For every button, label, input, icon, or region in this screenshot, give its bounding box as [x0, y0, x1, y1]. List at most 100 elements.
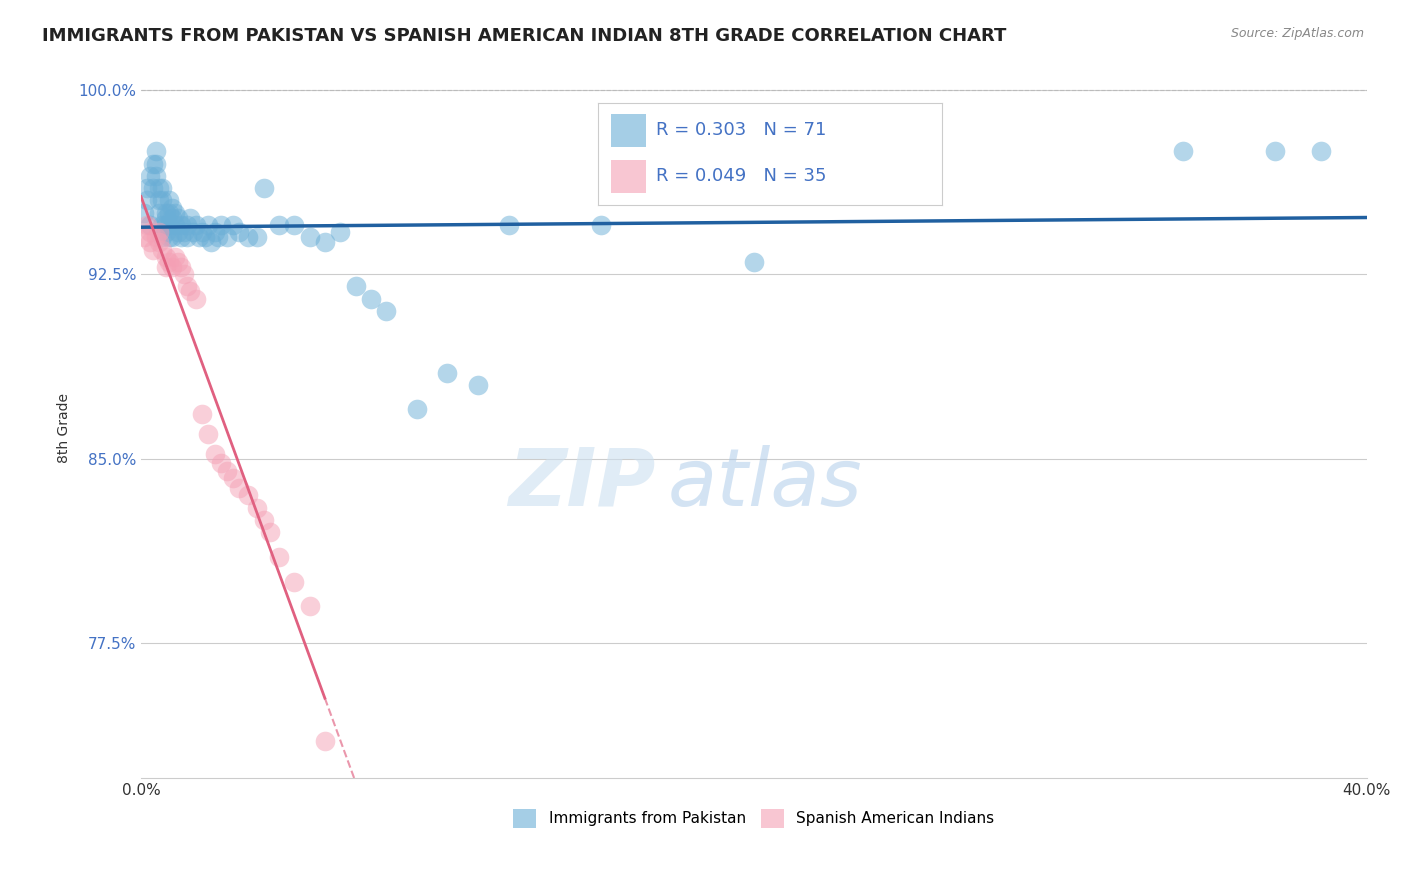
Point	[157, 230, 180, 244]
Point	[170, 230, 193, 244]
Point	[222, 218, 245, 232]
Y-axis label: 8th Grade: 8th Grade	[58, 392, 72, 463]
Point	[207, 230, 229, 244]
Point	[186, 292, 208, 306]
Point	[170, 260, 193, 274]
Point	[160, 230, 183, 244]
Point	[314, 235, 336, 250]
Point	[298, 599, 321, 613]
Point	[136, 194, 159, 208]
Point	[152, 194, 174, 208]
Point	[148, 225, 170, 239]
Point	[157, 218, 180, 232]
Point	[148, 194, 170, 208]
Text: R = 0.303   N = 71: R = 0.303 N = 71	[657, 121, 827, 139]
Point	[238, 230, 260, 244]
Point	[252, 513, 274, 527]
Point	[246, 230, 269, 244]
Point	[197, 218, 219, 232]
Point	[200, 235, 222, 250]
Point	[173, 267, 195, 281]
Point	[209, 457, 232, 471]
Point	[181, 225, 204, 239]
Bar	[612, 114, 645, 146]
Text: Source: ZipAtlas.com: Source: ZipAtlas.com	[1230, 27, 1364, 40]
Point	[742, 255, 765, 269]
Point	[1171, 145, 1194, 159]
Bar	[612, 160, 645, 193]
Point	[152, 218, 174, 232]
Point	[179, 211, 201, 225]
Point	[148, 205, 170, 219]
Point	[142, 181, 165, 195]
Point	[166, 255, 188, 269]
Point	[145, 145, 167, 159]
Text: R = 0.049   N = 35: R = 0.049 N = 35	[657, 168, 827, 186]
Point	[176, 279, 198, 293]
Point	[152, 243, 174, 257]
Point	[194, 230, 217, 244]
Point	[145, 156, 167, 170]
Point	[228, 481, 250, 495]
Point	[170, 218, 193, 232]
Point	[155, 205, 177, 219]
Point	[152, 181, 174, 195]
Point	[589, 218, 612, 232]
Point	[163, 250, 186, 264]
Point	[215, 464, 238, 478]
Point	[436, 366, 458, 380]
Point	[145, 169, 167, 183]
Text: atlas: atlas	[668, 445, 863, 523]
Point	[136, 218, 159, 232]
Point	[152, 230, 174, 244]
Point	[314, 734, 336, 748]
Point	[155, 225, 177, 239]
Point	[179, 285, 201, 299]
Point	[1309, 145, 1331, 159]
Point	[157, 255, 180, 269]
Point	[166, 211, 188, 225]
Point	[298, 230, 321, 244]
Point	[191, 225, 214, 239]
Point	[139, 235, 162, 250]
Point	[148, 181, 170, 195]
Point	[132, 230, 155, 244]
Point	[191, 407, 214, 421]
Point	[132, 205, 155, 219]
Point	[204, 225, 226, 239]
Text: ZIP: ZIP	[509, 445, 655, 523]
Point	[197, 427, 219, 442]
Point	[238, 488, 260, 502]
Point	[222, 471, 245, 485]
Point	[142, 243, 165, 257]
Point	[173, 225, 195, 239]
Point	[157, 205, 180, 219]
Point	[209, 218, 232, 232]
Point	[160, 201, 183, 215]
Point	[155, 218, 177, 232]
Point	[176, 230, 198, 244]
Point	[139, 169, 162, 183]
Point	[267, 549, 290, 564]
Point	[163, 205, 186, 219]
Point	[142, 156, 165, 170]
Point	[160, 260, 183, 274]
Point	[498, 218, 520, 232]
Point	[176, 218, 198, 232]
Point	[145, 230, 167, 244]
Point	[405, 402, 427, 417]
Point	[252, 181, 274, 195]
Point	[259, 525, 281, 540]
Point	[160, 211, 183, 225]
Point	[157, 194, 180, 208]
Point	[204, 447, 226, 461]
Point	[166, 225, 188, 239]
Point	[246, 500, 269, 515]
Point	[139, 218, 162, 232]
Legend: Immigrants from Pakistan, Spanish American Indians: Immigrants from Pakistan, Spanish Americ…	[508, 803, 1001, 834]
Point	[344, 279, 367, 293]
Point	[148, 235, 170, 250]
Point	[155, 260, 177, 274]
Text: IMMIGRANTS FROM PAKISTAN VS SPANISH AMERICAN INDIAN 8TH GRADE CORRELATION CHART: IMMIGRANTS FROM PAKISTAN VS SPANISH AMER…	[42, 27, 1007, 45]
Point	[228, 225, 250, 239]
